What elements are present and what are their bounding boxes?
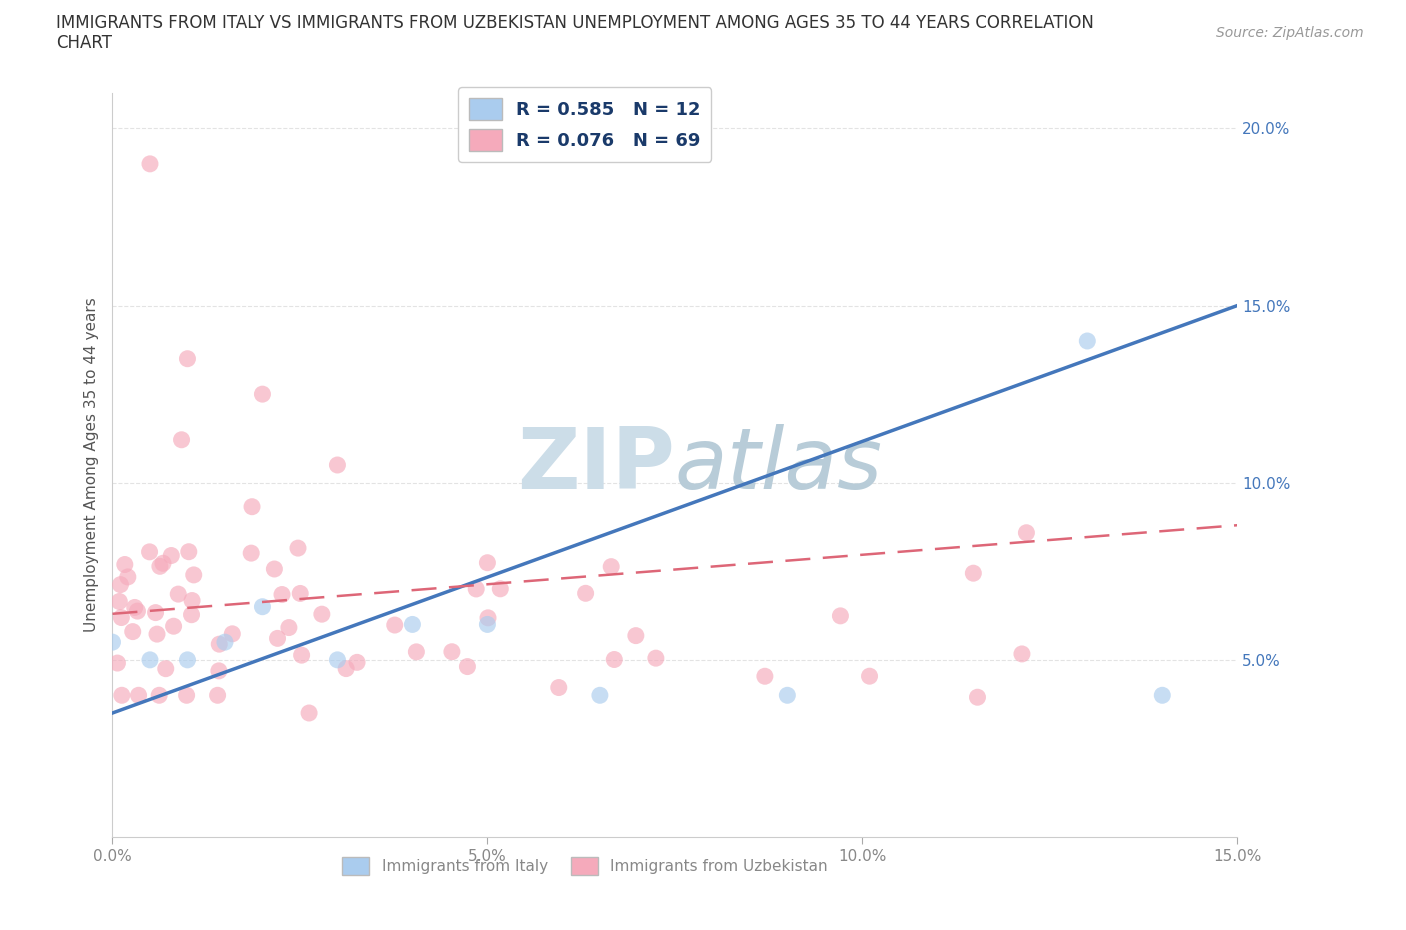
Point <box>127 604 149 618</box>
Point <box>477 555 499 570</box>
Point <box>291 647 314 662</box>
Point <box>547 680 569 695</box>
Text: Source: ZipAtlas.com: Source: ZipAtlas.com <box>1216 26 1364 40</box>
Point <box>221 627 243 642</box>
Point <box>326 458 349 472</box>
Point <box>830 608 852 623</box>
Point <box>644 651 666 666</box>
Point <box>603 652 626 667</box>
Point <box>600 559 623 574</box>
Point <box>162 618 184 633</box>
Point <box>311 606 333 621</box>
Point <box>384 618 406 632</box>
Point <box>176 688 198 703</box>
Point <box>966 690 988 705</box>
Point <box>1152 688 1174 703</box>
Point <box>252 599 274 614</box>
Point <box>401 617 423 631</box>
Point <box>477 610 499 625</box>
Point <box>754 669 776 684</box>
Point <box>117 569 139 584</box>
Point <box>128 688 150 703</box>
Point <box>477 617 499 631</box>
Point <box>298 706 321 721</box>
Point <box>962 565 984 580</box>
Point <box>138 544 160 559</box>
Point <box>167 587 190 602</box>
Point <box>101 634 124 649</box>
Point <box>110 578 132 592</box>
Point <box>624 628 647 643</box>
Text: atlas: atlas <box>675 423 883 507</box>
Point <box>335 661 357 676</box>
Point <box>177 544 200 559</box>
Point <box>110 610 132 625</box>
Point <box>124 600 146 615</box>
Point <box>326 653 349 668</box>
Point <box>263 562 285 577</box>
Point <box>139 156 162 171</box>
Point <box>114 557 136 572</box>
Point <box>346 655 368 670</box>
Point <box>240 546 263 561</box>
Point <box>207 688 229 703</box>
Point <box>181 593 204 608</box>
Point <box>277 620 299 635</box>
Point <box>155 661 177 676</box>
Point <box>405 644 427 659</box>
Point <box>1076 334 1098 349</box>
Point <box>208 663 231 678</box>
Point <box>271 587 294 602</box>
Legend: Immigrants from Italy, Immigrants from Uzbekistan: Immigrants from Italy, Immigrants from U… <box>336 851 834 882</box>
Point <box>858 669 880 684</box>
Point <box>121 624 143 639</box>
Point <box>160 548 183 563</box>
Point <box>146 627 169 642</box>
Y-axis label: Unemployment Among Ages 35 to 44 years: Unemployment Among Ages 35 to 44 years <box>83 298 98 632</box>
Text: CHART: CHART <box>56 34 112 52</box>
Point <box>107 656 129 671</box>
Point <box>180 607 202 622</box>
Point <box>111 688 134 703</box>
Point <box>149 559 172 574</box>
Point <box>290 586 312 601</box>
Point <box>266 631 288 645</box>
Point <box>214 634 236 649</box>
Point <box>152 556 174 571</box>
Point <box>776 688 799 703</box>
Point <box>575 586 598 601</box>
Point <box>176 653 198 668</box>
Point <box>240 499 263 514</box>
Point <box>170 432 193 447</box>
Point <box>139 653 162 668</box>
Point <box>148 688 170 703</box>
Text: IMMIGRANTS FROM ITALY VS IMMIGRANTS FROM UZBEKISTAN UNEMPLOYMENT AMONG AGES 35 T: IMMIGRANTS FROM ITALY VS IMMIGRANTS FROM… <box>56 14 1094 32</box>
Point <box>108 594 131 609</box>
Point <box>1015 525 1038 540</box>
Point <box>183 567 205 582</box>
Point <box>456 659 478 674</box>
Point <box>465 581 488 596</box>
Point <box>252 387 274 402</box>
Point <box>287 540 309 555</box>
Point <box>440 644 463 659</box>
Point <box>145 605 167 620</box>
Point <box>176 352 198 366</box>
Point <box>1011 646 1033 661</box>
Point <box>489 581 512 596</box>
Point <box>589 688 612 703</box>
Text: ZIP: ZIP <box>517 423 675 507</box>
Point <box>208 637 231 652</box>
